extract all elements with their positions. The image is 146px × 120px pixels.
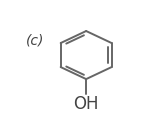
Text: (c): (c) (26, 33, 45, 47)
Text: OH: OH (73, 95, 99, 113)
